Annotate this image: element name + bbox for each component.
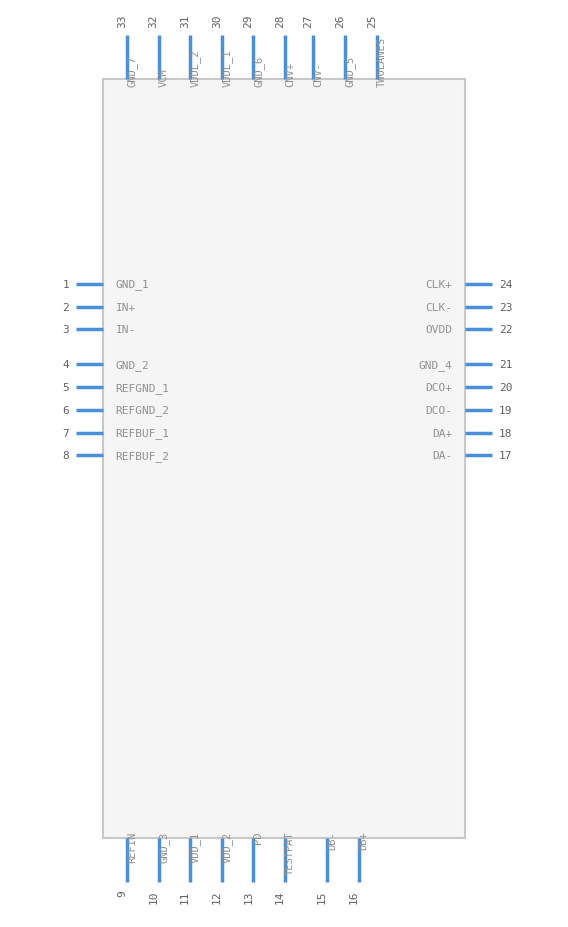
Text: 22: 22	[499, 325, 512, 335]
Text: 29: 29	[244, 15, 253, 28]
Text: 31: 31	[180, 15, 190, 28]
Text: DA+: DA+	[432, 428, 453, 438]
Text: CLK+: CLK+	[425, 280, 453, 289]
Text: CNV-: CNV-	[314, 62, 323, 87]
Text: GND_6: GND_6	[253, 57, 264, 87]
Text: 21: 21	[499, 360, 512, 370]
Text: 25: 25	[367, 15, 377, 28]
Text: 33: 33	[117, 15, 127, 28]
Text: 2: 2	[62, 302, 69, 312]
Text: 15: 15	[317, 890, 327, 903]
Text: 12: 12	[212, 890, 222, 903]
Text: GND_7: GND_7	[127, 57, 138, 87]
Text: 7: 7	[62, 428, 69, 438]
Text: VDDL_1: VDDL_1	[222, 50, 233, 87]
Text: DA-: DA-	[432, 451, 453, 461]
Text: 19: 19	[499, 405, 512, 415]
Text: 9: 9	[117, 890, 127, 896]
Text: 13: 13	[244, 890, 253, 903]
Text: REFGND_2: REFGND_2	[115, 405, 170, 416]
Text: PD: PD	[253, 831, 264, 843]
Text: GND_1: GND_1	[115, 279, 149, 290]
Text: 14: 14	[275, 890, 285, 903]
Text: REFBUF_1: REFBUF_1	[115, 427, 170, 438]
Text: 6: 6	[62, 405, 69, 415]
Text: 18: 18	[499, 428, 512, 438]
Text: IN-: IN-	[115, 325, 136, 335]
Text: CLK-: CLK-	[425, 302, 453, 312]
Text: DCO+: DCO+	[425, 383, 453, 393]
Text: 8: 8	[62, 451, 69, 461]
Text: TESTPAT: TESTPAT	[285, 831, 295, 874]
Text: CNV+: CNV+	[285, 62, 295, 87]
Text: 5: 5	[62, 383, 69, 393]
Text: 30: 30	[212, 15, 222, 28]
Text: 1: 1	[62, 280, 69, 289]
Text: 32: 32	[148, 15, 158, 28]
Text: IN+: IN+	[115, 302, 136, 312]
Text: DB-: DB-	[327, 831, 337, 849]
Text: REFGND_1: REFGND_1	[115, 382, 170, 393]
Text: 26: 26	[335, 15, 345, 28]
Text: OVDD: OVDD	[425, 325, 453, 335]
Text: REFBUF_2: REFBUF_2	[115, 451, 170, 462]
Text: TWOLANES: TWOLANES	[377, 37, 387, 87]
Text: VCM: VCM	[158, 69, 169, 87]
Text: 4: 4	[62, 360, 69, 370]
Text: VDD_1: VDD_1	[190, 831, 201, 861]
Text: VDD_2: VDD_2	[222, 831, 233, 861]
Text: VDDL_2: VDDL_2	[190, 50, 201, 87]
Bar	[103, 80, 465, 838]
Text: 27: 27	[303, 15, 314, 28]
Text: GND_2: GND_2	[115, 360, 149, 371]
Text: 10: 10	[148, 890, 158, 903]
Text: GND_3: GND_3	[158, 831, 169, 861]
Text: 16: 16	[349, 890, 358, 903]
Text: 17: 17	[499, 451, 512, 461]
Text: DCO-: DCO-	[425, 405, 453, 415]
Text: 11: 11	[180, 890, 190, 903]
Text: 28: 28	[275, 15, 285, 28]
Text: 20: 20	[499, 383, 512, 393]
Text: GND_4: GND_4	[419, 360, 453, 371]
Text: 24: 24	[499, 280, 512, 289]
Text: 3: 3	[62, 325, 69, 335]
Text: DB+: DB+	[358, 831, 369, 849]
Text: REFIN: REFIN	[127, 831, 137, 861]
Text: GND_5: GND_5	[345, 57, 356, 87]
Text: 23: 23	[499, 302, 512, 312]
